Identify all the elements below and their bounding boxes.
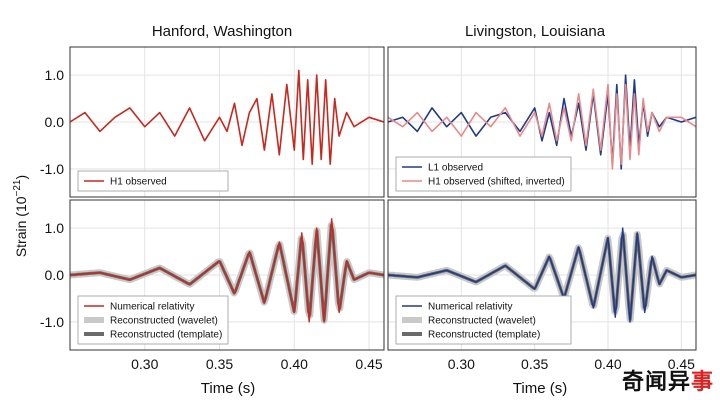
title-hanford: Hanford, Washington <box>152 23 292 40</box>
legend: L1 observed H1 observed (shifted, inverte… <box>395 156 572 192</box>
legend-label: L1 observed <box>428 163 483 174</box>
x-tick-label: 0.30 <box>448 356 475 372</box>
series-line-0 <box>69 218 385 323</box>
panel-bottom-left: 1.0 0.0 -1.0 0.30 0.35 0.40 0.45 Numerical rela… <box>40 199 387 372</box>
legend-label: H1 observed <box>110 177 167 188</box>
panel-bottom-right: 0.30 0.35 0.40 0.45 Numerical relativity Reco… <box>385 199 699 372</box>
legend-label: Numerical relativity <box>110 302 194 313</box>
legend-label: Reconstructed (wavelet) <box>428 316 536 327</box>
panel-top-right: L1 observed H1 observed (shifted, inverte… <box>387 46 697 198</box>
panel-top-left: 1.0 0.0 -1.0 H1 observed <box>40 46 385 198</box>
legend: H1 observed <box>77 170 229 192</box>
y-tick-label: -1.0 <box>40 314 64 330</box>
x-tick-label: 0.45 <box>355 356 382 372</box>
x-tick-label: 0.45 <box>668 356 695 372</box>
x-tick-label: 0.40 <box>281 356 308 372</box>
y-axis-label: Strain (10−21) <box>12 175 29 257</box>
y-tick-label: -1.0 <box>40 161 64 177</box>
legend: Numerical relativity Reconstructed (wavel… <box>395 295 572 345</box>
y-tick-label: 0.0 <box>45 267 65 283</box>
watermark: 奇闻异事 <box>621 370 714 395</box>
x-tick-label: 0.35 <box>521 356 548 372</box>
legend-label: Reconstructed (template) <box>428 330 540 341</box>
y-tick-label: 1.0 <box>45 67 65 83</box>
x-tick-label: 0.35 <box>206 356 233 372</box>
legend-label: H1 observed (shifted, inverted) <box>428 177 565 188</box>
legend: Numerical relativity Reconstructed (wavel… <box>77 295 229 345</box>
x-axis-label-left: Time (s) <box>201 380 255 397</box>
x-tick-label: 0.40 <box>594 356 621 372</box>
x-axis-label-right: Time (s) <box>513 380 567 397</box>
title-livingston: Livingston, Louisiana <box>465 23 606 40</box>
legend-label: Numerical relativity <box>428 302 512 313</box>
legend-label: Reconstructed (template) <box>110 330 222 341</box>
y-tick-label: 0.0 <box>45 114 65 130</box>
series-line-1 <box>387 83 697 170</box>
y-tick-label: 1.0 <box>45 220 65 236</box>
legend-label: Reconstructed (wavelet) <box>110 316 218 327</box>
series-line-0 <box>69 69 385 165</box>
x-tick-label: 0.30 <box>131 356 158 372</box>
series-line-0 <box>387 227 697 323</box>
